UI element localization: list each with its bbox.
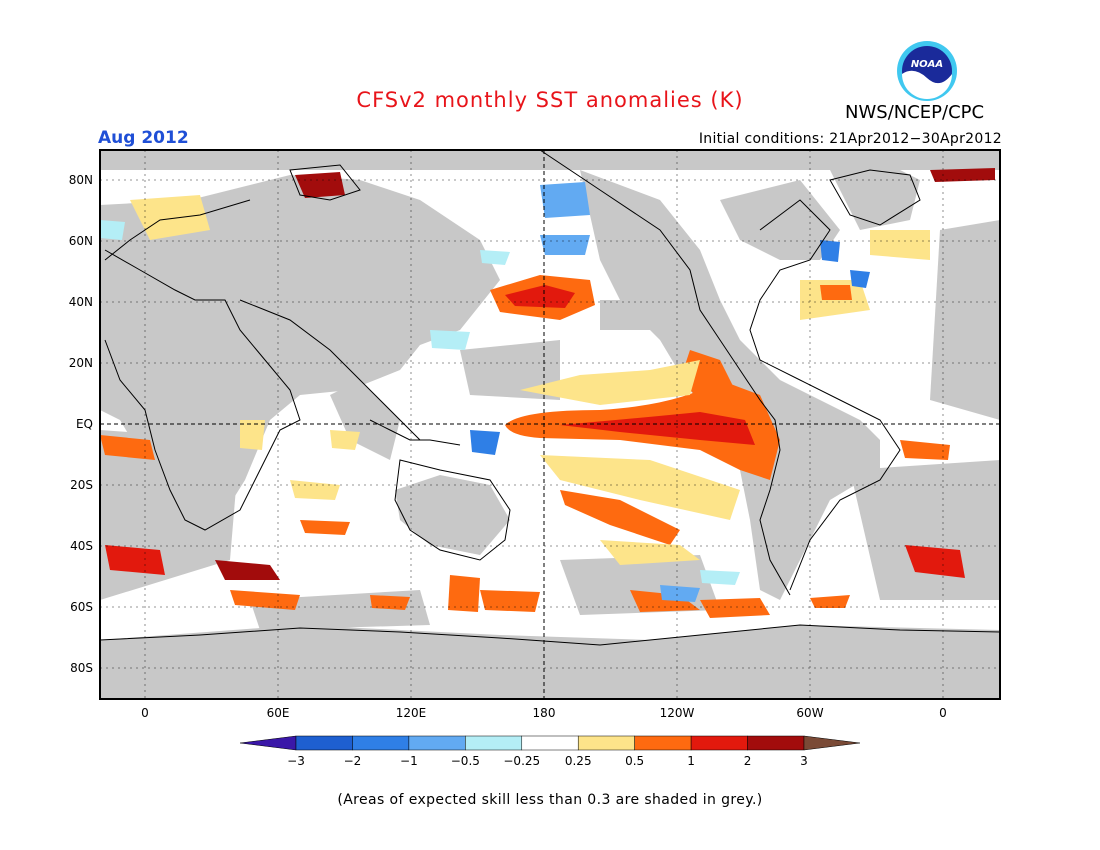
colorbar-label: −1 [400,754,418,768]
colorbar-swatch [352,735,410,751]
colorbar-label: 2 [744,754,752,768]
colorbar-label: 1 [687,754,695,768]
colorbar-label: −2 [344,754,362,768]
colorbar-swatch [465,735,523,751]
lon-label: 180 [533,706,556,720]
lon-label: 120E [396,706,427,720]
lat-label: 40S [70,539,93,553]
colorbar-swatch [634,735,692,751]
latitude-labels: 80N 60N 40N 20N EQ 20S 40S 60S 80S [69,173,93,675]
lat-label: 60N [69,234,93,248]
coastlines [100,150,1000,646]
agency-label: NWS/NCEP/CPC [845,102,985,123]
lon-label: 0 [939,706,947,720]
lat-label: 60S [70,600,93,614]
colorbar-label: 3 [800,754,808,768]
colorbar-swatch [577,735,635,751]
lat-label: EQ [76,417,93,431]
longitude-labels: 0 60E 120E 180 120W 60W 0 [141,706,947,720]
colorbar-swatch [295,735,353,751]
svg-text:NOAA: NOAA [911,59,943,70]
lon-label: 0 [141,706,149,720]
colorbar-labels: −3 −2 −1 −0.5 −0.25 0.25 0.5 1 2 3 [287,754,808,768]
colorbar: −3 −2 −1 −0.5 −0.25 0.25 0.5 1 2 3 [239,735,861,768]
colorbar-label: −3 [287,754,305,768]
map-content [100,150,1000,699]
skill-footnote: (Areas of expected skill less than 0.3 a… [337,792,763,808]
warm-anomalies [100,168,995,618]
map-frame [99,149,1001,700]
colorbar-swatch [521,735,579,751]
colorbar-arrow-low [239,735,297,751]
colorbar-swatch [408,735,466,751]
gridlines [100,150,1000,699]
colorbar-label: −0.5 [451,754,480,768]
lon-label: 60W [796,706,823,720]
colorbar-swatch [747,735,805,751]
lat-label: 80S [70,661,93,675]
colorbar-arrow-high [803,735,861,751]
noaa-logo: NOAA [897,41,957,101]
colorbar-label: 0.5 [625,754,644,768]
chart-title: CFSv2 monthly SST anomalies (K) [356,88,744,112]
forecast-month: Aug 2012 [98,128,189,148]
lat-label: 20N [69,356,93,370]
colorbar-label: 0.25 [565,754,592,768]
lon-label: 60E [267,706,290,720]
colorbar-swatches [239,735,861,751]
colorbar-label: −0.25 [503,754,540,768]
lat-label: 20S [70,478,93,492]
lon-label: 120W [660,706,695,720]
initial-conditions: Initial conditions: 21Apr2012−30Apr2012 [698,131,1002,147]
colorbar-swatch [690,735,748,751]
equator-dateline [100,150,1000,699]
lat-label: 80N [69,173,93,187]
cool-anomalies [100,182,870,602]
lat-label: 40N [69,295,93,309]
